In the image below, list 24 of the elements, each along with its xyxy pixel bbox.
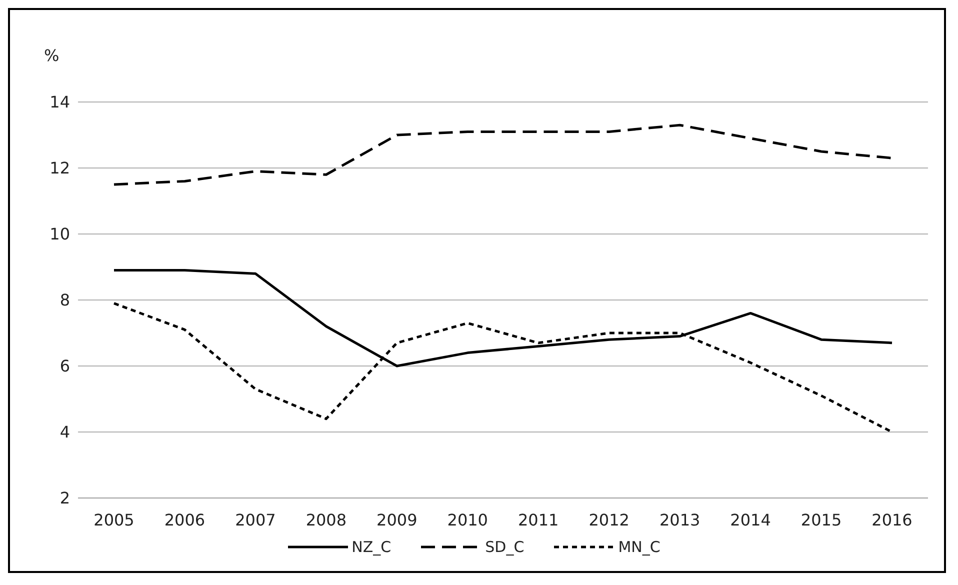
legend-label: SD_C: [485, 538, 524, 556]
x-tick-label: 2015: [800, 510, 842, 530]
x-tick-label: 2008: [306, 510, 347, 530]
y-tick-label: 14: [50, 92, 70, 112]
x-tick-label: 2010: [447, 510, 488, 530]
x-tick-label: 2012: [588, 510, 630, 530]
y-tick-label: 6: [60, 356, 70, 376]
x-tick-label: 2014: [730, 510, 771, 530]
x-tick-label: 2016: [872, 510, 912, 530]
line-series: [112, 124, 894, 186]
x-tick-label: 2013: [659, 510, 700, 530]
x-tick-label: 2005: [94, 510, 134, 530]
y-tick-label: 10: [50, 224, 70, 244]
y-tick-label: 8: [60, 290, 70, 310]
legend-label: MN_C: [618, 538, 660, 556]
x-tick-label: 2011: [518, 510, 559, 530]
x-tick-label: 2006: [164, 510, 206, 530]
x-tick-label: 2009: [376, 510, 418, 530]
y-tick-label: 12: [50, 158, 70, 178]
y-tick-label: 4: [60, 422, 70, 442]
y-axis-title: %: [44, 46, 60, 65]
legend-label: NZ_C: [352, 538, 392, 556]
y-tick-label: 2: [60, 488, 70, 508]
x-tick-label: 2007: [235, 510, 276, 530]
